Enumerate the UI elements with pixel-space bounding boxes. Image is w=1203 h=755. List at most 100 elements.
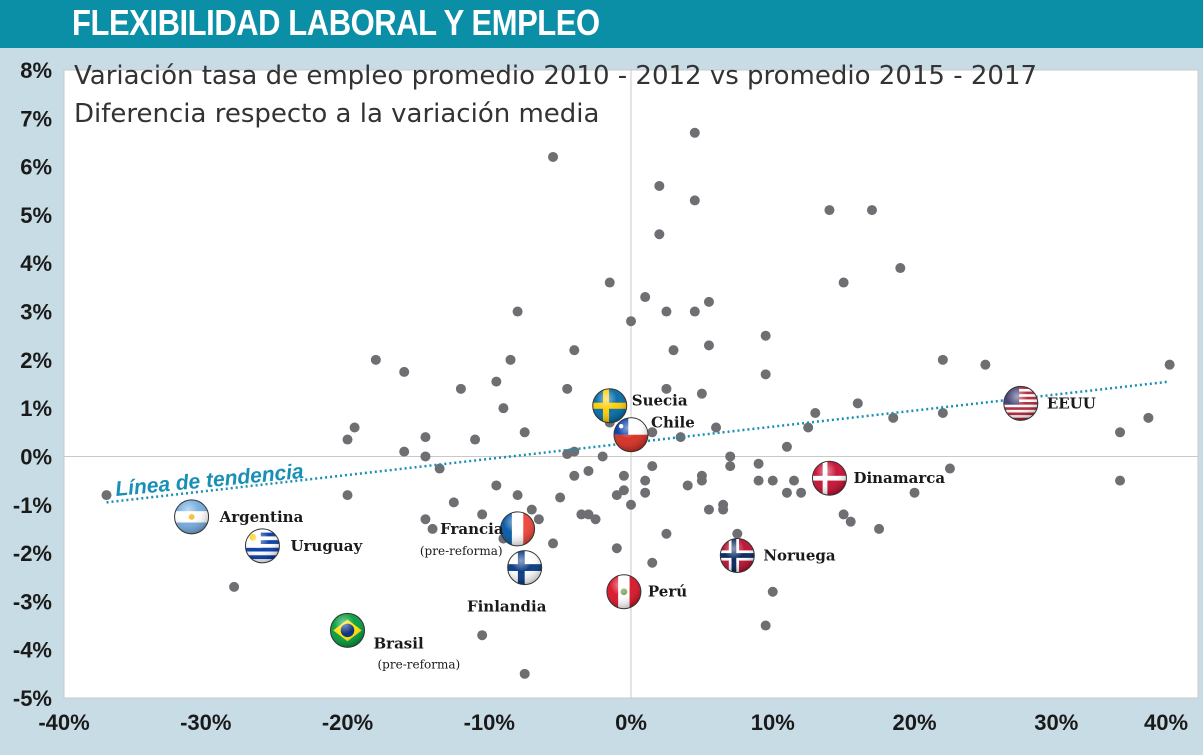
data-point	[399, 366, 410, 377]
data-point	[732, 528, 743, 539]
data-point	[781, 487, 792, 498]
data-point	[647, 427, 658, 438]
data-point	[583, 509, 594, 520]
data-point	[909, 487, 920, 498]
flag-brazil-icon	[330, 612, 365, 648]
data-point	[569, 470, 580, 481]
flag-denmark-icon	[811, 460, 847, 496]
x-tick-label: 40%	[1144, 710, 1188, 735]
data-point	[845, 516, 856, 527]
data-point	[491, 376, 502, 387]
data-point	[611, 490, 622, 501]
data-point	[682, 480, 693, 491]
data-point	[555, 492, 566, 503]
x-tick-label: -10%	[464, 710, 515, 735]
data-point	[689, 306, 700, 317]
y-tick-label: 7%	[20, 106, 52, 131]
chart-subtitle-line2: Diferencia respecto a la variación media	[74, 99, 599, 129]
x-tick-label: -20%	[322, 710, 373, 735]
y-tick-label: 6%	[20, 155, 52, 180]
data-point	[803, 422, 814, 433]
y-tick-label: 1%	[20, 396, 52, 421]
country-label: Chile	[651, 414, 695, 432]
data-point	[703, 340, 714, 351]
data-point	[767, 475, 778, 486]
data-point	[420, 514, 431, 525]
data-point	[583, 465, 594, 476]
country-label: Francia	[440, 520, 504, 538]
data-point	[668, 345, 679, 356]
data-point	[767, 586, 778, 597]
data-point	[703, 504, 714, 515]
data-point	[654, 229, 665, 240]
data-point	[526, 504, 537, 515]
data-point	[491, 480, 502, 491]
data-point	[760, 330, 771, 341]
data-point	[937, 354, 948, 365]
y-tick-label: -2%	[13, 541, 52, 566]
data-point	[604, 277, 615, 288]
data-point	[689, 195, 700, 206]
country-label: Uruguay	[290, 537, 363, 555]
country-note: (pre-reforma)	[420, 544, 503, 558]
data-point	[696, 475, 707, 486]
country-label: Noruega	[763, 546, 836, 564]
data-point	[1143, 412, 1154, 423]
data-point	[576, 509, 587, 520]
x-axis-ticks: -40% -30% -20% -10% 0% 10% 20% 30% 40%	[38, 710, 1188, 735]
data-point	[866, 205, 877, 216]
data-point	[937, 407, 948, 418]
data-point	[448, 497, 459, 508]
y-tick-label: 3%	[20, 300, 52, 325]
data-point	[349, 422, 360, 433]
data-point	[626, 316, 636, 327]
y-tick-label: 4%	[20, 251, 52, 276]
data-point	[498, 403, 509, 414]
x-tick-label: 10%	[751, 710, 795, 735]
country-label: Suecia	[632, 392, 688, 410]
data-point	[505, 354, 516, 365]
data-point	[597, 451, 608, 462]
x-tick-label: -40%	[38, 710, 89, 735]
data-point	[696, 388, 707, 399]
y-tick-label: -1%	[13, 493, 52, 518]
data-point	[512, 490, 523, 501]
country-label: Finlandia	[467, 598, 547, 616]
data-point	[661, 306, 672, 317]
data-point	[548, 538, 559, 549]
flag-sweden-icon	[592, 388, 628, 424]
data-point	[654, 180, 665, 191]
flag-norway-icon	[719, 537, 755, 573]
country-label: Argentina	[219, 508, 304, 526]
flag-uruguay-icon	[244, 528, 280, 564]
data-point	[427, 523, 438, 534]
y-tick-label: -4%	[13, 638, 52, 663]
data-point	[647, 461, 658, 472]
data-point	[718, 499, 729, 510]
data-point	[647, 557, 658, 568]
data-point	[101, 490, 112, 501]
header-bar: FLEXIBILIDAD LABORAL Y EMPLEO	[0, 0, 1203, 48]
x-tick-label: 30%	[1034, 710, 1078, 735]
flag-france-icon	[500, 511, 536, 547]
x-tick-label: 0%	[615, 710, 647, 735]
data-point	[519, 668, 530, 679]
data-point	[640, 292, 651, 303]
data-point	[852, 398, 863, 409]
x-tick-label: 20%	[892, 710, 936, 735]
data-point	[760, 620, 771, 631]
data-point	[838, 277, 849, 288]
x-tick-label: -30%	[180, 710, 231, 735]
flag-argentina-icon	[174, 499, 210, 535]
data-point	[980, 359, 991, 370]
trendline	[106, 380, 1170, 504]
data-point	[753, 458, 764, 469]
data-point	[370, 354, 381, 365]
data-point	[562, 383, 573, 394]
data-point	[512, 306, 523, 317]
data-point	[760, 369, 771, 380]
data-point	[519, 427, 530, 438]
data-point	[399, 446, 410, 457]
data-point	[640, 487, 651, 498]
